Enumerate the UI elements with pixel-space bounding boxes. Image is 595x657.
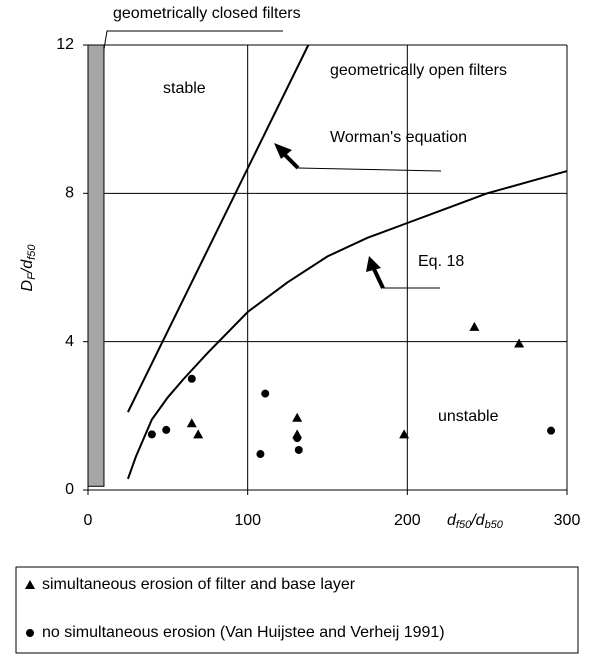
y-tick-label: 4 — [65, 333, 74, 350]
circle-marker — [162, 425, 171, 434]
annotation: geometrically closed filters — [113, 5, 301, 22]
circle-marker — [187, 374, 196, 383]
annotation: geometrically open filters — [330, 62, 507, 79]
triangle-marker — [399, 429, 410, 439]
annotation: stable — [163, 80, 206, 97]
circle-marker — [26, 629, 34, 637]
arrow — [371, 266, 385, 289]
annotation: Eq. 18 — [418, 253, 464, 270]
triangle-marker — [514, 338, 525, 348]
triangle-marker — [193, 429, 204, 439]
x-tick-label: 0 — [84, 512, 93, 529]
leader-line — [102, 30, 283, 56]
annotation: unstable — [438, 408, 499, 425]
triangle-marker — [25, 580, 35, 589]
y-tick-label: 0 — [65, 481, 74, 498]
triangle-marker — [292, 412, 303, 422]
circle-marker — [147, 430, 156, 439]
triangle-marker — [186, 418, 197, 428]
y-tick-label: 8 — [65, 185, 74, 202]
circle-marker — [293, 434, 302, 443]
circle-marker — [547, 426, 556, 435]
circle-marker — [294, 445, 303, 454]
circle-marker — [261, 389, 270, 398]
annotation: Worman's equation — [330, 129, 467, 146]
legend-label: simultaneous erosion of filter and base … — [42, 576, 356, 593]
arrow-head — [274, 143, 292, 159]
legend — [15, 566, 579, 654]
triangle-marker — [469, 321, 480, 331]
x-tick-label: 300 — [554, 512, 581, 529]
arrow-head — [366, 256, 381, 272]
legend-label: no simultaneous erosion (Van Huijstee an… — [42, 624, 445, 641]
leader-line — [297, 167, 442, 172]
y-axis-label: DF/df50 — [19, 244, 38, 292]
x-axis-label: df50/db50 — [447, 512, 504, 531]
curve — [127, 44, 310, 413]
y-tick-label: 12 — [56, 36, 74, 53]
x-tick-label: 200 — [394, 512, 421, 529]
x-tick-label: 100 — [234, 512, 261, 529]
circle-marker — [256, 450, 265, 459]
closed-filter-band — [87, 44, 105, 487]
curve — [126, 170, 568, 480]
